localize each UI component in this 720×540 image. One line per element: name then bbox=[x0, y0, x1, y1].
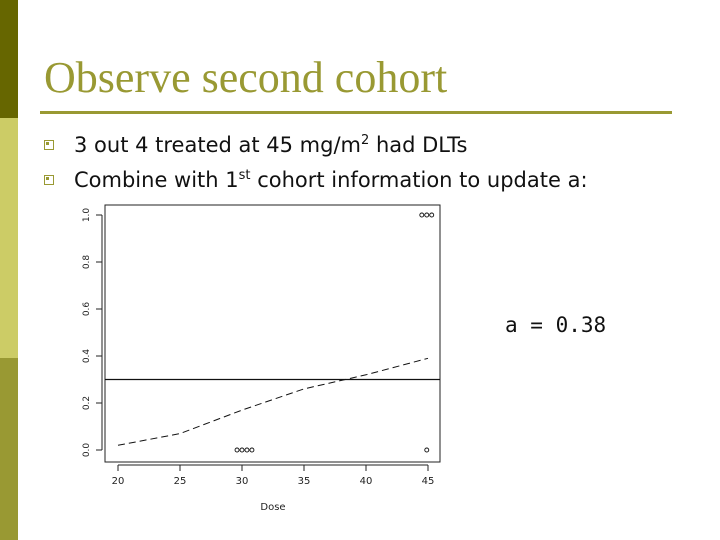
bullet-1-text-end: had DLTs bbox=[369, 133, 468, 157]
x-tick-label: 20 bbox=[112, 476, 125, 487]
x-tick-label: 35 bbox=[298, 476, 311, 487]
bullet-square-icon bbox=[44, 140, 54, 150]
observation-point bbox=[234, 447, 240, 453]
plot-frame bbox=[104, 204, 441, 463]
bullet-2-superscript: st bbox=[238, 168, 251, 183]
title-underline bbox=[40, 111, 672, 114]
bullet-item-1: 3 out 4 treated at 45 mg/m2 had DLTs bbox=[44, 130, 588, 165]
slide-title: Observe second cohort bbox=[44, 53, 448, 102]
observation-point bbox=[419, 212, 425, 218]
bullet-2-text: Combine with 1 bbox=[74, 168, 239, 192]
left-accent-band-middle bbox=[0, 118, 18, 358]
left-accent-band-top bbox=[0, 0, 18, 118]
y-tick-label: 0.2 bbox=[82, 396, 92, 410]
y-tick-label: 1.0 bbox=[82, 208, 92, 223]
bullet-1-superscript: 2 bbox=[361, 133, 370, 148]
bullet-2-text-end: cohort information to update a: bbox=[250, 168, 588, 192]
y-tick-label: 0.8 bbox=[82, 255, 92, 270]
y-tick-label: 0.4 bbox=[82, 349, 92, 364]
x-tick-label: 40 bbox=[360, 476, 373, 487]
y-tick-label: 0.6 bbox=[82, 302, 92, 317]
x-axis-label: Dose bbox=[260, 502, 285, 513]
x-tick-label: 25 bbox=[174, 476, 187, 487]
bullet-square-icon bbox=[44, 175, 54, 185]
bullet-1-text: 3 out 4 treated at 45 mg/m bbox=[74, 133, 361, 157]
observation-point bbox=[424, 447, 430, 453]
observation-point bbox=[424, 212, 430, 218]
x-tick-label: 30 bbox=[236, 476, 249, 487]
observation-point bbox=[429, 212, 435, 218]
series-line-1 bbox=[117, 357, 429, 446]
x-tick-label: 45 bbox=[422, 476, 435, 487]
y-tick-label: 0.0 bbox=[82, 443, 92, 458]
bullet-list: 3 out 4 treated at 45 mg/m2 had DLTs Com… bbox=[44, 130, 588, 200]
dose-response-chart: 20 25 30 35 40 45 Dose 0.0 0.2 0.4 0.6 0.8 1.0 bbox=[82, 204, 441, 513]
observation-point bbox=[249, 447, 255, 453]
left-accent-band-bottom bbox=[0, 358, 18, 540]
observation-point bbox=[239, 447, 245, 453]
estimate-annotation: a = 0.38 bbox=[505, 313, 607, 337]
bullet-item-2: Combine with 1st cohort information to u… bbox=[44, 165, 588, 200]
observation-point bbox=[244, 447, 250, 453]
